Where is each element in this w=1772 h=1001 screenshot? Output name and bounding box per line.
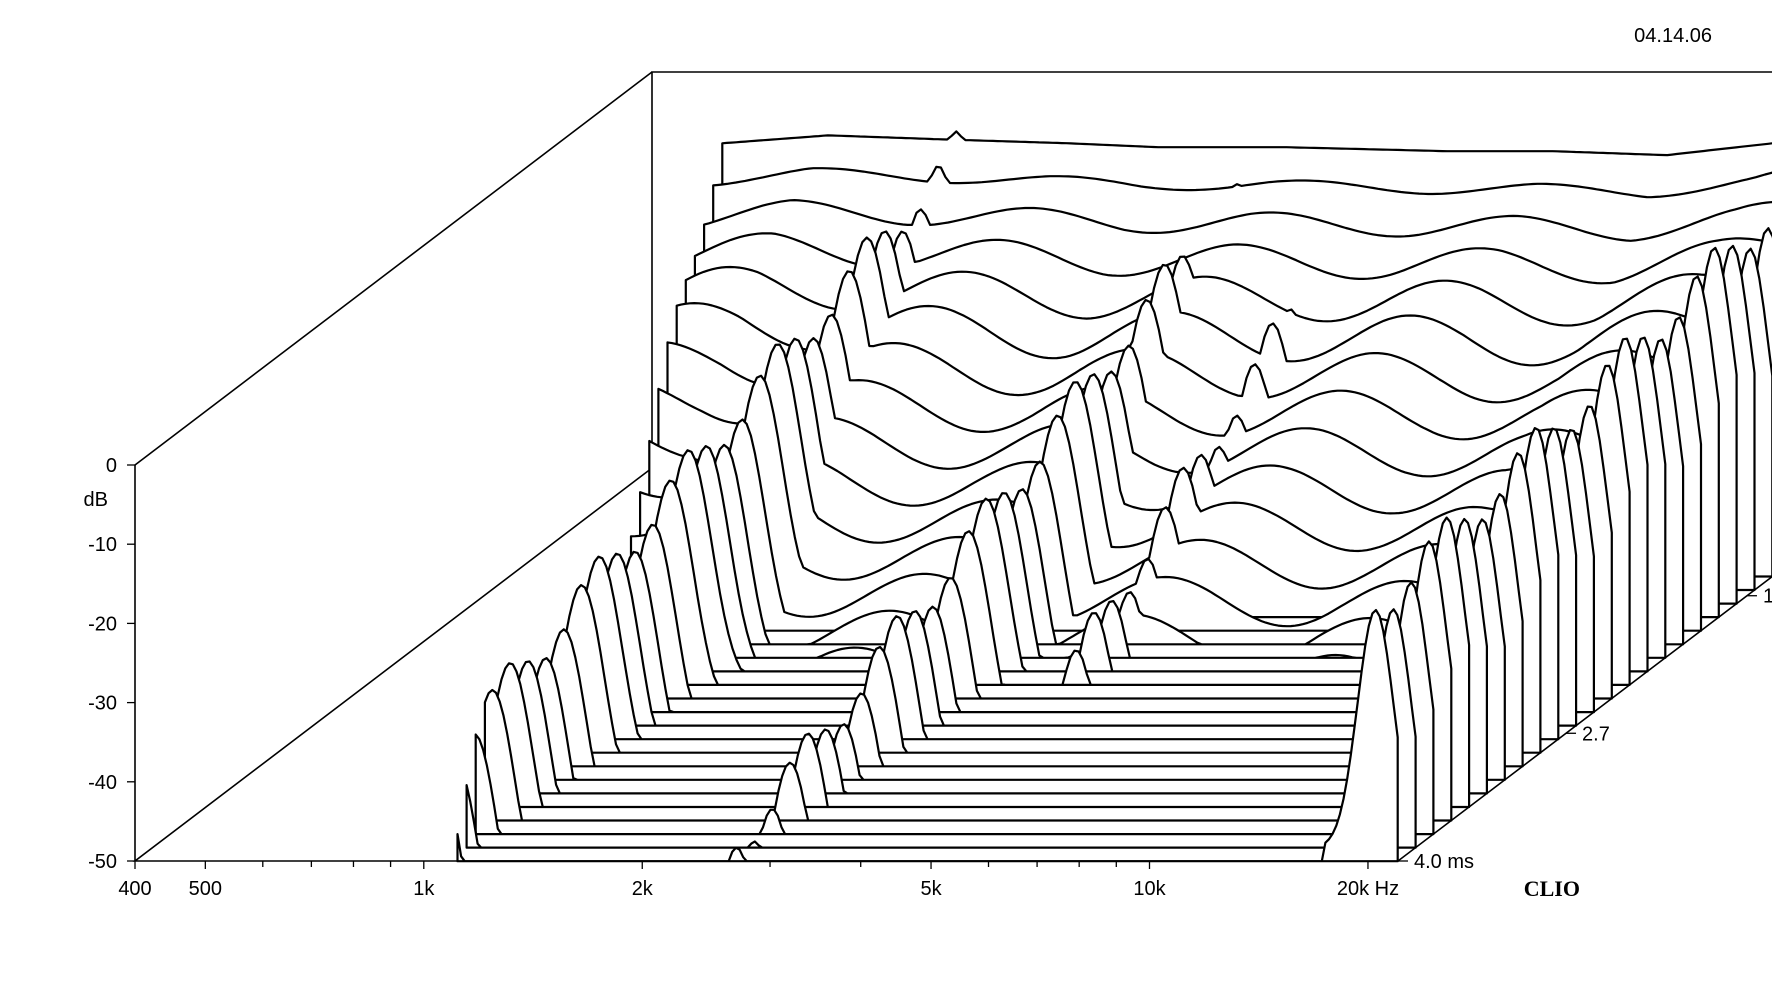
y-tick-label: -30: [88, 693, 117, 715]
x-tick-label: 2k: [632, 878, 654, 900]
decay-slice: [465, 608, 1417, 849]
decay-slice: [511, 518, 1506, 781]
date-stamp: 04.14.06: [1634, 25, 1712, 47]
decay-slice: [456, 609, 1399, 863]
x-tick-label: 400: [118, 878, 151, 900]
back-wall: [651, 71, 1772, 468]
decay-slice: [474, 581, 1435, 836]
decay-slice: [502, 517, 1488, 795]
z-tick-label: 1.3: [1763, 586, 1772, 608]
z-tick-label: 2.7: [1582, 723, 1610, 745]
y-axis-label: dB: [84, 489, 108, 511]
y-tick-label: -10: [88, 534, 117, 556]
x-tick-label: 1k: [413, 878, 435, 900]
brand-logo: CLIO: [1524, 876, 1580, 901]
decay-slices: [456, 130, 1772, 863]
y-tick-label: -20: [88, 613, 117, 635]
y-tick-label: -40: [88, 772, 117, 794]
decay-slice: [483, 540, 1453, 822]
decay-slice: [492, 516, 1471, 809]
top-edge: [134, 71, 653, 466]
x-tick-label: 20k Hz: [1337, 878, 1399, 900]
y-tick-label: 0: [106, 455, 117, 477]
y-tick-label: -50: [88, 851, 117, 873]
z-tick-label: 4.0 ms: [1414, 851, 1474, 873]
x-tick-label: 5k: [920, 878, 942, 900]
x-tick-label: 10k: [1133, 878, 1166, 900]
x-tick-label: 500: [189, 878, 222, 900]
